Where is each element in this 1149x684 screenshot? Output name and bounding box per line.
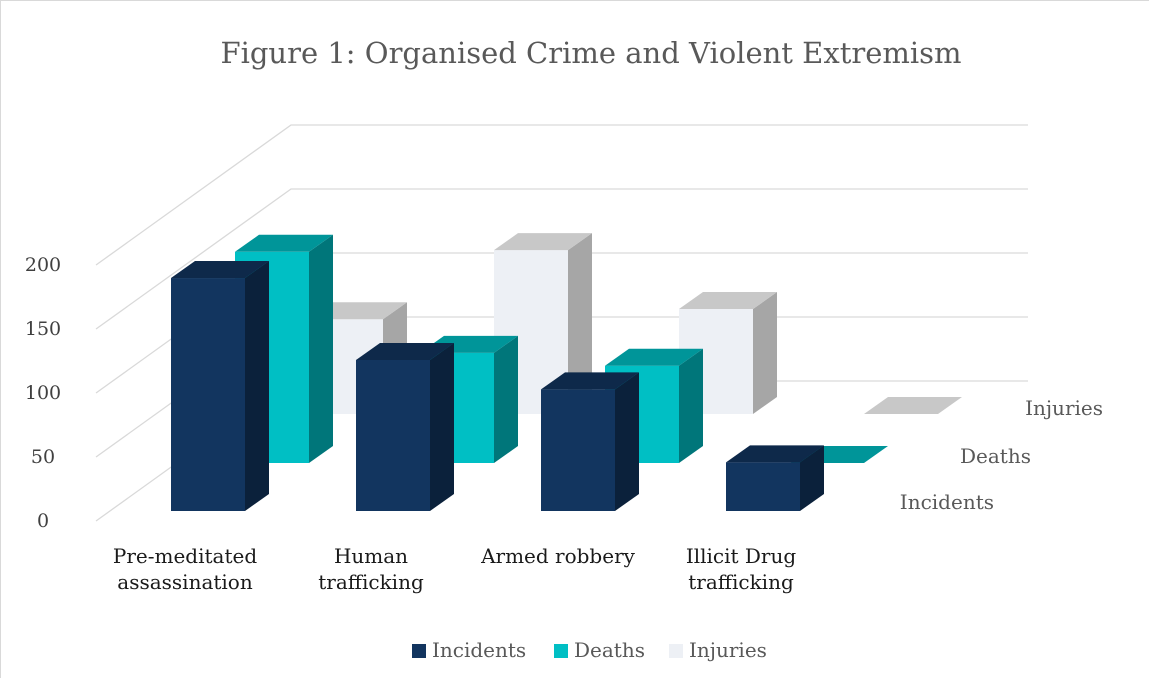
legend-swatch-incidents xyxy=(412,644,426,658)
depth-label: Injuries xyxy=(1025,396,1103,420)
category-label: trafficking xyxy=(318,570,424,594)
legend-label-injuries: Injuries xyxy=(689,638,767,662)
category-label: assassination xyxy=(117,570,253,594)
category-label: Illicit Drug xyxy=(686,544,797,568)
y-tick-label: 150 xyxy=(25,318,61,340)
bar-incidents-3 xyxy=(726,445,824,511)
legend: Incidents Deaths Injuries xyxy=(412,638,767,662)
y-tick-label: 100 xyxy=(25,382,61,404)
y-tick-label: 200 xyxy=(25,254,61,276)
bar-incidents-2 xyxy=(541,372,639,511)
legend-swatch-injuries xyxy=(669,644,683,658)
legend-label-incidents: Incidents xyxy=(432,638,526,662)
legend-swatch-deaths xyxy=(554,644,568,658)
gridline xyxy=(95,188,1028,330)
category-label: Armed robbery xyxy=(480,544,636,568)
y-tick-label: 0 xyxy=(37,510,49,532)
gridline xyxy=(95,124,1028,266)
bars xyxy=(171,233,962,511)
bar-injuries-1 xyxy=(494,233,592,414)
chart-title: Figure 1: Organised Crime and Violent Ex… xyxy=(220,36,961,70)
y-tick-label: 50 xyxy=(31,446,55,468)
category-labels: Pre-meditatedassassinationHumantrafficki… xyxy=(113,544,796,594)
category-label: trafficking xyxy=(688,570,794,594)
depth-label: Deaths xyxy=(960,444,1031,468)
depth-axis-labels: Injuries Deaths Incidents xyxy=(900,396,1103,514)
bar-incidents-1 xyxy=(356,342,454,511)
y-axis-ticks: 0 50 100 150 200 xyxy=(25,254,61,532)
category-label: Human xyxy=(334,544,408,568)
bar-injuries-3 xyxy=(864,397,962,414)
category-label: Pre-meditated xyxy=(113,544,257,568)
depth-label: Incidents xyxy=(900,490,994,514)
legend-label-deaths: Deaths xyxy=(574,638,645,662)
bar-incidents-0 xyxy=(171,261,269,511)
